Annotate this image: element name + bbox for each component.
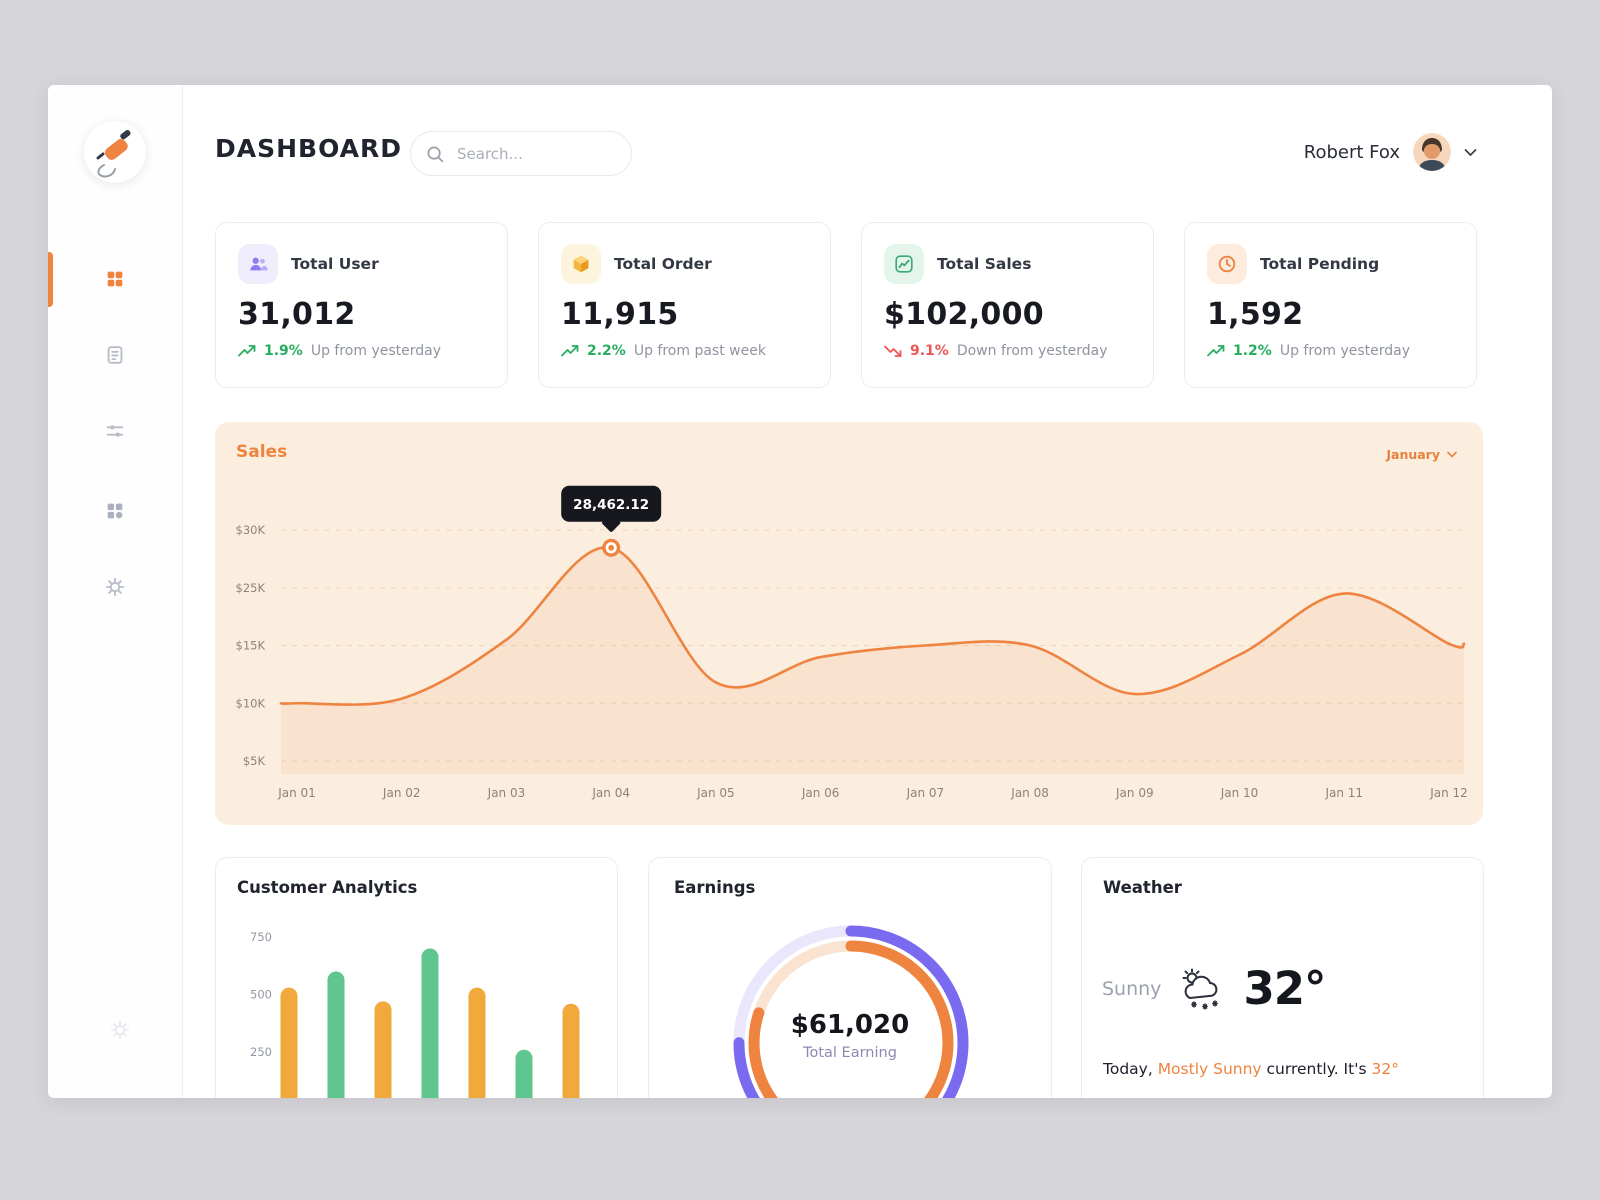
earnings-center: $61,020 Total Earning: [649, 1010, 1051, 1061]
earnings-caption: Total Earning: [803, 1045, 897, 1061]
dashboard-grid-icon: [107, 271, 123, 287]
search-box: [410, 131, 632, 176]
sales-chart-panel: Sales January $30K $25K $15K $10K $5K Jan 01 J…: [215, 422, 1483, 825]
sales-line-chart: $30K $25K $15K $10K $5K Jan 01 Jan 02 Jan 03 Jan…: [236, 485, 1468, 800]
earnings-total: $61,020: [790, 1010, 910, 1040]
sidebar-item-settings[interactable]: [95, 567, 135, 607]
card-title: Weather: [1103, 878, 1182, 897]
stat-trend: 2.2% Up from past week: [561, 343, 808, 359]
card-title: Customer Analytics: [237, 878, 418, 897]
stat-value: 31,012: [238, 297, 356, 332]
trend-up-icon: [1207, 345, 1225, 357]
stat-value: 11,915: [561, 297, 679, 332]
weather-condition: Sunny: [1102, 977, 1162, 1000]
svg-text:$15K: $15K: [236, 639, 266, 653]
svg-text:Jan 04: Jan 04: [591, 786, 630, 800]
active-nav-indicator: [48, 252, 53, 307]
trend-down-icon: [884, 345, 902, 357]
sidebar-item-dashboard[interactable]: [95, 259, 135, 299]
svg-text:28,462.12: 28,462.12: [573, 497, 649, 513]
box-icon: [561, 244, 601, 284]
apps-blocks-icon: [107, 503, 123, 519]
stat-value: 1,592: [1207, 297, 1304, 332]
svg-text:250: 250: [250, 1045, 272, 1059]
chevron-down-icon[interactable]: [1464, 148, 1477, 157]
customer-analytics-bar-chart: 750 500 250: [250, 930, 580, 1098]
logo: [84, 121, 146, 183]
trend-up-icon: [238, 345, 256, 357]
stat-label: Total Order: [614, 255, 712, 273]
card-title: Earnings: [674, 878, 756, 897]
stat-label: Total Sales: [937, 255, 1032, 273]
sidebar-item-apps[interactable]: [95, 491, 135, 531]
stat-value: $102,000: [884, 297, 1044, 332]
trend-up-icon: [561, 345, 579, 357]
document-icon: [107, 346, 123, 364]
svg-text:750: 750: [250, 930, 272, 944]
svg-text:Jan 03: Jan 03: [487, 786, 526, 800]
sales-panel-title: Sales: [236, 442, 288, 462]
weather-description: Today, Mostly Sunny currently. It's 32°: [1103, 1060, 1399, 1078]
chart-icon: [884, 244, 924, 284]
stat-trend: 9.1% Down from yesterday: [884, 343, 1131, 359]
sidebar-item-tasks[interactable]: [95, 411, 135, 451]
settings-gear-icon: [105, 577, 125, 597]
sidebar-item-orders[interactable]: [95, 335, 135, 375]
earnings-card: Earnings $61,020 Total Earning: [648, 857, 1052, 1098]
customer-analytics-card: Customer Analytics 750 500 250: [215, 857, 618, 1098]
fuel-nozzle-logo-icon: [96, 129, 131, 178]
weather-summary: Sunny 32°: [1102, 962, 1327, 1015]
svg-text:Jan 11: Jan 11: [1324, 786, 1363, 800]
sun-cloud-icon: [1178, 967, 1226, 1011]
stat-card-total-pending: Total Pending 1,592 1.2% Up from yesterd…: [1184, 222, 1477, 388]
svg-text:Jan 08: Jan 08: [1010, 786, 1049, 800]
svg-text:$25K: $25K: [236, 581, 266, 595]
svg-text:Jan 01: Jan 01: [277, 786, 316, 800]
stat-trend: 1.2% Up from yesterday: [1207, 343, 1454, 359]
weather-card: Weather Sunny 32°: [1081, 857, 1484, 1098]
avatar[interactable]: [1413, 133, 1451, 171]
stat-trend: 1.9% Up from yesterday: [238, 343, 485, 359]
clock-icon: [1207, 244, 1247, 284]
svg-text:Jan 10: Jan 10: [1220, 786, 1259, 800]
stat-label: Total User: [291, 255, 379, 273]
faded-gear-icon: [110, 1020, 130, 1040]
stat-card-total-order: Total Order 11,915 2.2% Up from past wee…: [538, 222, 831, 388]
chevron-down-icon: [1447, 451, 1457, 458]
user-name: Robert Fox: [1303, 141, 1400, 163]
stat-card-total-user: Total User 31,012 1.9% Up from yesterday: [215, 222, 508, 388]
user-menu[interactable]: Robert Fox: [1304, 133, 1477, 171]
main-content: DASHBOARD Robert Fox: [183, 85, 1552, 1098]
stat-card-total-sales: Total Sales $102,000 9.1% Down from yest…: [861, 222, 1154, 388]
svg-text:Jan 05: Jan 05: [696, 786, 735, 800]
svg-text:500: 500: [250, 988, 272, 1002]
earnings-donut-chart: [733, 925, 969, 1098]
users-icon: [238, 244, 278, 284]
search-input[interactable]: [411, 132, 631, 175]
svg-text:Jan 02: Jan 02: [382, 786, 421, 800]
weather-temperature: 32°: [1243, 962, 1326, 1015]
svg-text:Jan 09: Jan 09: [1115, 786, 1154, 800]
page-title: DASHBOARD: [215, 134, 403, 163]
stat-label: Total Pending: [1260, 255, 1380, 273]
svg-text:Jan 07: Jan 07: [906, 786, 945, 800]
sidebar-item-bottom[interactable]: [100, 1010, 140, 1050]
app-window: DASHBOARD Robert Fox: [48, 85, 1552, 1098]
svg-text:Jan 12: Jan 12: [1429, 786, 1468, 800]
svg-text:$10K: $10K: [236, 696, 266, 710]
filters-icon: [106, 425, 124, 437]
svg-text:Jan 06: Jan 06: [801, 786, 840, 800]
sidebar: [48, 85, 183, 1098]
svg-text:$30K: $30K: [236, 523, 266, 537]
period-selector[interactable]: January: [1386, 447, 1457, 462]
svg-text:$5K: $5K: [243, 754, 266, 768]
